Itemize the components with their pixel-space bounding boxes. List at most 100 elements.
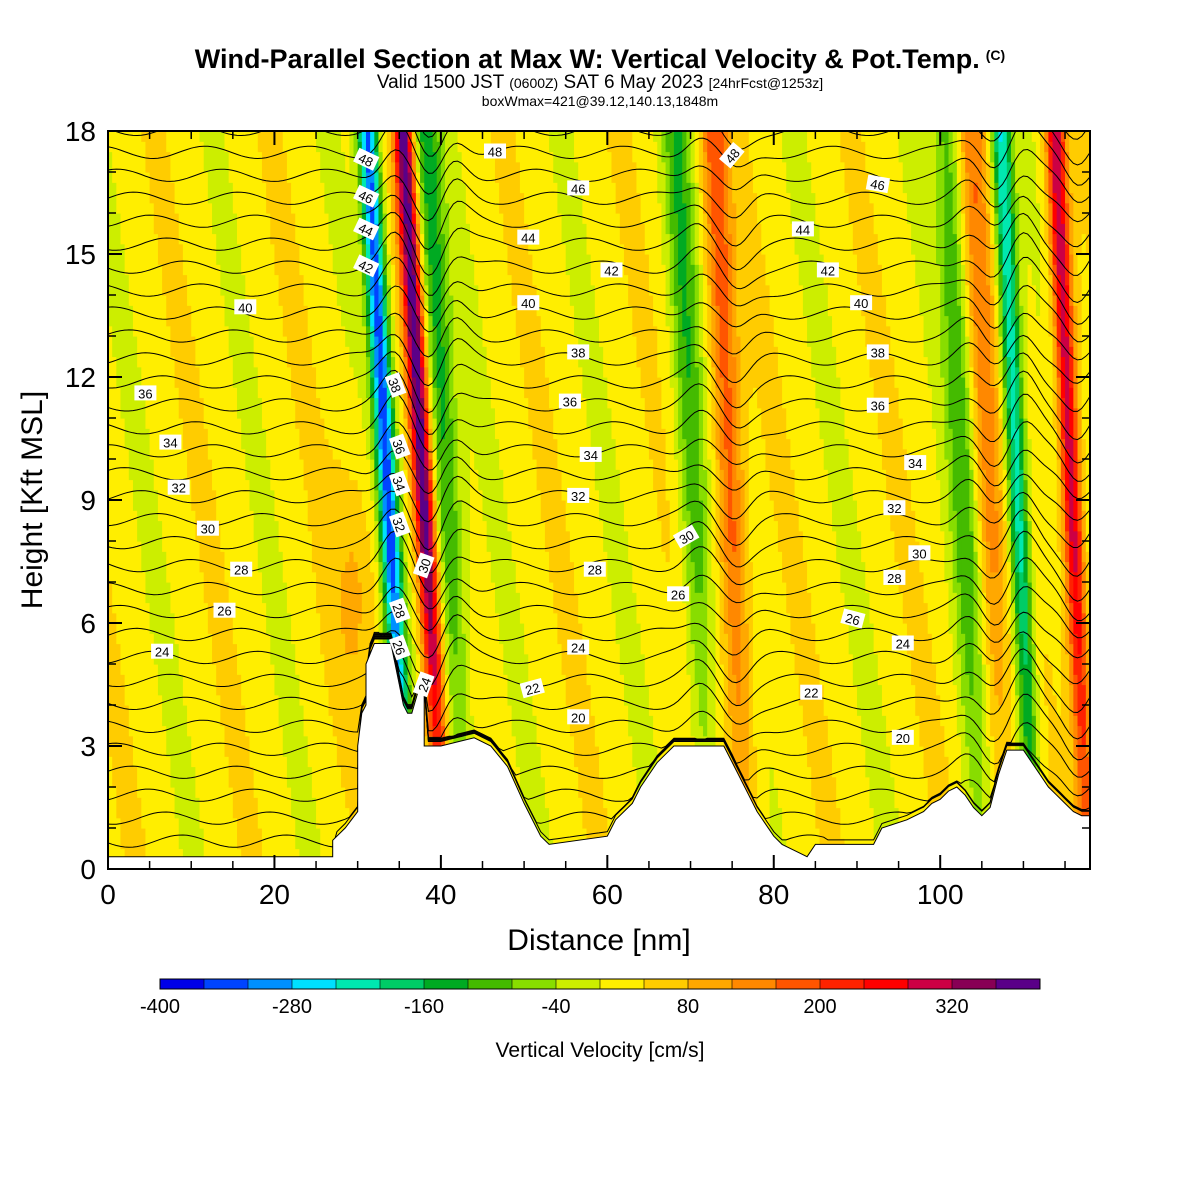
w-cell — [777, 551, 783, 809]
w-cell — [948, 172, 954, 429]
w-cell — [374, 397, 380, 419]
isentrope-label-text: 30 — [677, 527, 697, 547]
w-cell — [1027, 653, 1033, 778]
w-cell — [149, 459, 155, 634]
w-cell — [386, 428, 392, 460]
w-cell — [191, 336, 196, 511]
w-cell — [890, 356, 896, 532]
w-cell — [328, 243, 334, 450]
w-cell — [420, 356, 425, 368]
w-cell — [711, 233, 717, 306]
w-cell — [1069, 643, 1074, 686]
w-cell — [195, 797, 201, 869]
w-cell — [449, 633, 454, 696]
w-cell — [432, 633, 438, 686]
w-cell — [607, 131, 613, 153]
w-cell — [528, 684, 534, 860]
isentrope-line — [108, 636, 1090, 797]
w-cell — [153, 664, 159, 869]
w-cell — [736, 131, 742, 337]
w-cell — [1010, 213, 1016, 265]
w-cell — [474, 284, 479, 470]
w-cell — [345, 131, 350, 173]
w-cell — [1015, 131, 1020, 194]
isentrope-label: 32 — [167, 479, 190, 496]
w-cell — [361, 325, 367, 429]
w-cell — [1052, 264, 1058, 296]
colorbar-tick-label: 200 — [803, 996, 836, 1018]
w-cell — [1031, 561, 1037, 645]
w-cell — [420, 284, 425, 296]
w-cell — [365, 131, 371, 173]
w-cell — [985, 161, 991, 214]
w-cell — [915, 541, 920, 716]
w-cell — [952, 131, 958, 163]
w-cell — [615, 469, 621, 645]
isentrope-label-text: 36 — [389, 438, 408, 457]
isentrope-label-text: 20 — [571, 710, 585, 725]
w-cell — [1073, 530, 1079, 573]
w-cell — [395, 551, 400, 593]
w-cell — [386, 407, 392, 429]
w-cell — [807, 766, 812, 869]
y-tick-label: 3 — [80, 731, 96, 762]
w-cell — [990, 295, 995, 388]
w-cell — [116, 817, 122, 869]
w-cell — [432, 131, 438, 153]
w-cell — [245, 305, 251, 481]
w-cell — [357, 131, 363, 142]
w-cell — [640, 397, 646, 655]
w-cell — [665, 233, 671, 327]
w-cell — [707, 223, 712, 286]
w-cell — [274, 131, 280, 276]
isentrope-line — [108, 148, 1090, 203]
w-cell — [549, 582, 554, 839]
w-cell — [461, 182, 467, 634]
w-cell — [195, 366, 201, 542]
w-cell — [432, 500, 438, 522]
w-cell — [299, 274, 305, 460]
w-cell — [145, 602, 151, 860]
w-cell — [461, 131, 467, 183]
w-cell — [407, 459, 413, 491]
isentrope-label-text: 24 — [155, 645, 169, 660]
w-cell — [453, 131, 459, 399]
w-cell — [249, 131, 255, 337]
w-cell — [411, 223, 417, 245]
colorbar-swatch — [600, 979, 645, 989]
isentrope-label-bg — [791, 221, 814, 237]
isentrope-label: 28 — [583, 561, 606, 578]
w-cell — [686, 510, 692, 583]
w-cell — [440, 438, 446, 532]
isentrope-line — [108, 634, 1090, 761]
w-cell — [162, 131, 167, 296]
colorbar: -400 -280 -160 -40 80 200 320 — [140, 978, 1041, 1018]
w-cell — [823, 284, 829, 470]
w-cell — [977, 520, 983, 573]
w-cell — [153, 489, 159, 665]
w-cell — [732, 551, 737, 675]
w-cell — [1056, 131, 1062, 276]
w-cell — [336, 131, 342, 306]
w-cell — [1065, 653, 1070, 869]
w-cell — [536, 489, 542, 747]
w-cell — [927, 131, 933, 388]
w-cell — [977, 469, 983, 522]
w-cell — [544, 131, 550, 378]
w-cell — [336, 766, 342, 869]
w-cell — [382, 520, 388, 542]
w-cell — [1060, 510, 1066, 563]
w-cell — [390, 356, 396, 388]
w-cell — [162, 551, 167, 727]
w-cell — [1044, 705, 1049, 860]
w-cell — [212, 131, 217, 235]
w-cell — [1052, 325, 1058, 368]
w-cell — [994, 151, 1000, 183]
w-cell — [1077, 500, 1083, 532]
chart-title: Wind-Parallel Section at Max W: Vertical… — [194, 44, 1006, 74]
w-cell — [390, 479, 396, 501]
w-cell — [848, 131, 854, 224]
w-cell — [1015, 643, 1020, 696]
w-cell — [661, 551, 667, 809]
w-cell — [457, 131, 463, 153]
